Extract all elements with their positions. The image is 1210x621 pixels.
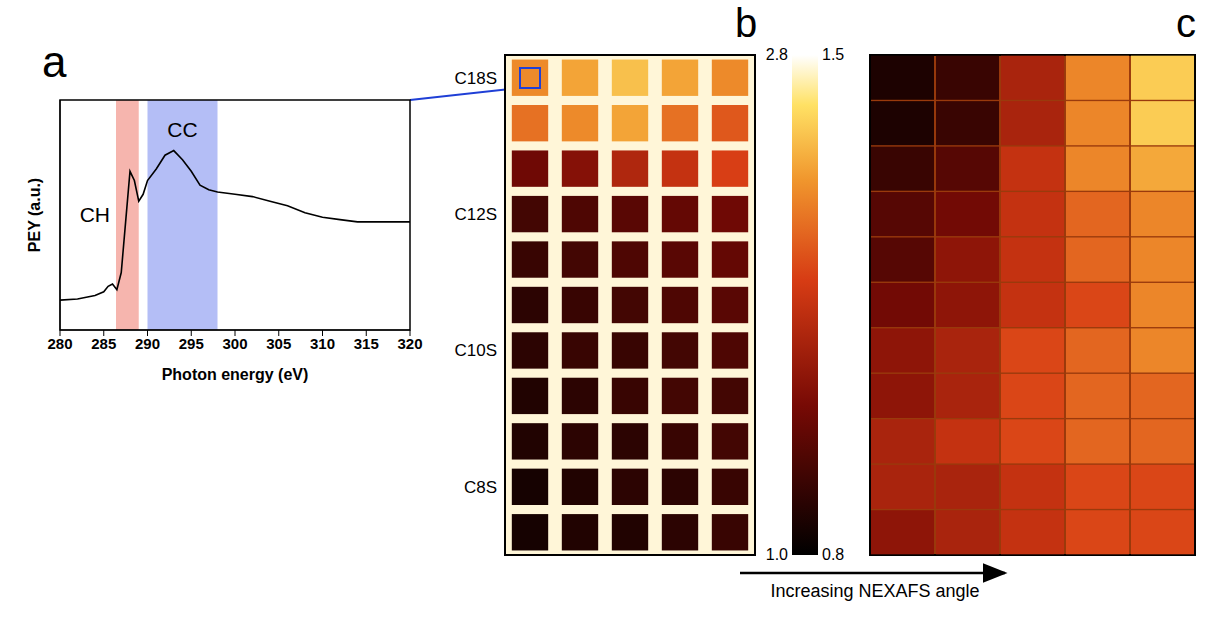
svg-text:Photon energy (eV): Photon energy (eV): [162, 366, 309, 383]
html-text:c: c: [1176, 1, 1196, 45]
svg-text:300: 300: [222, 335, 247, 352]
svg-text:315: 315: [354, 335, 379, 352]
html-text:0.8: 0.8: [822, 546, 845, 563]
svg-text:320: 320: [397, 335, 422, 352]
html-text:1.0: 1.0: [765, 546, 788, 563]
svg-text:C10S: C10S: [454, 341, 497, 360]
html-text:1.5: 1.5: [822, 46, 845, 63]
html-text:a: a: [42, 37, 67, 86]
svg-text:290: 290: [135, 335, 160, 352]
html-text:2.8: 2.8: [765, 46, 788, 63]
html-text:Increasing NEXAFS angle: Increasing NEXAFS angle: [770, 581, 980, 601]
svg-text:C8S: C8S: [464, 478, 497, 497]
svg-text:C12S: C12S: [454, 205, 497, 224]
svg-text:PEY (a.u.): PEY (a.u.): [26, 178, 43, 252]
svg-text:305: 305: [266, 335, 291, 352]
svg-text:310: 310: [310, 335, 335, 352]
svg-text:280: 280: [47, 335, 72, 352]
svg-text:CH: CH: [80, 203, 110, 226]
svg-text:C18S: C18S: [454, 69, 497, 88]
svg-text:CC: CC: [167, 118, 197, 141]
html-text:b: b: [735, 1, 758, 45]
svg-text:285: 285: [91, 335, 116, 352]
svg-text:295: 295: [179, 335, 204, 352]
